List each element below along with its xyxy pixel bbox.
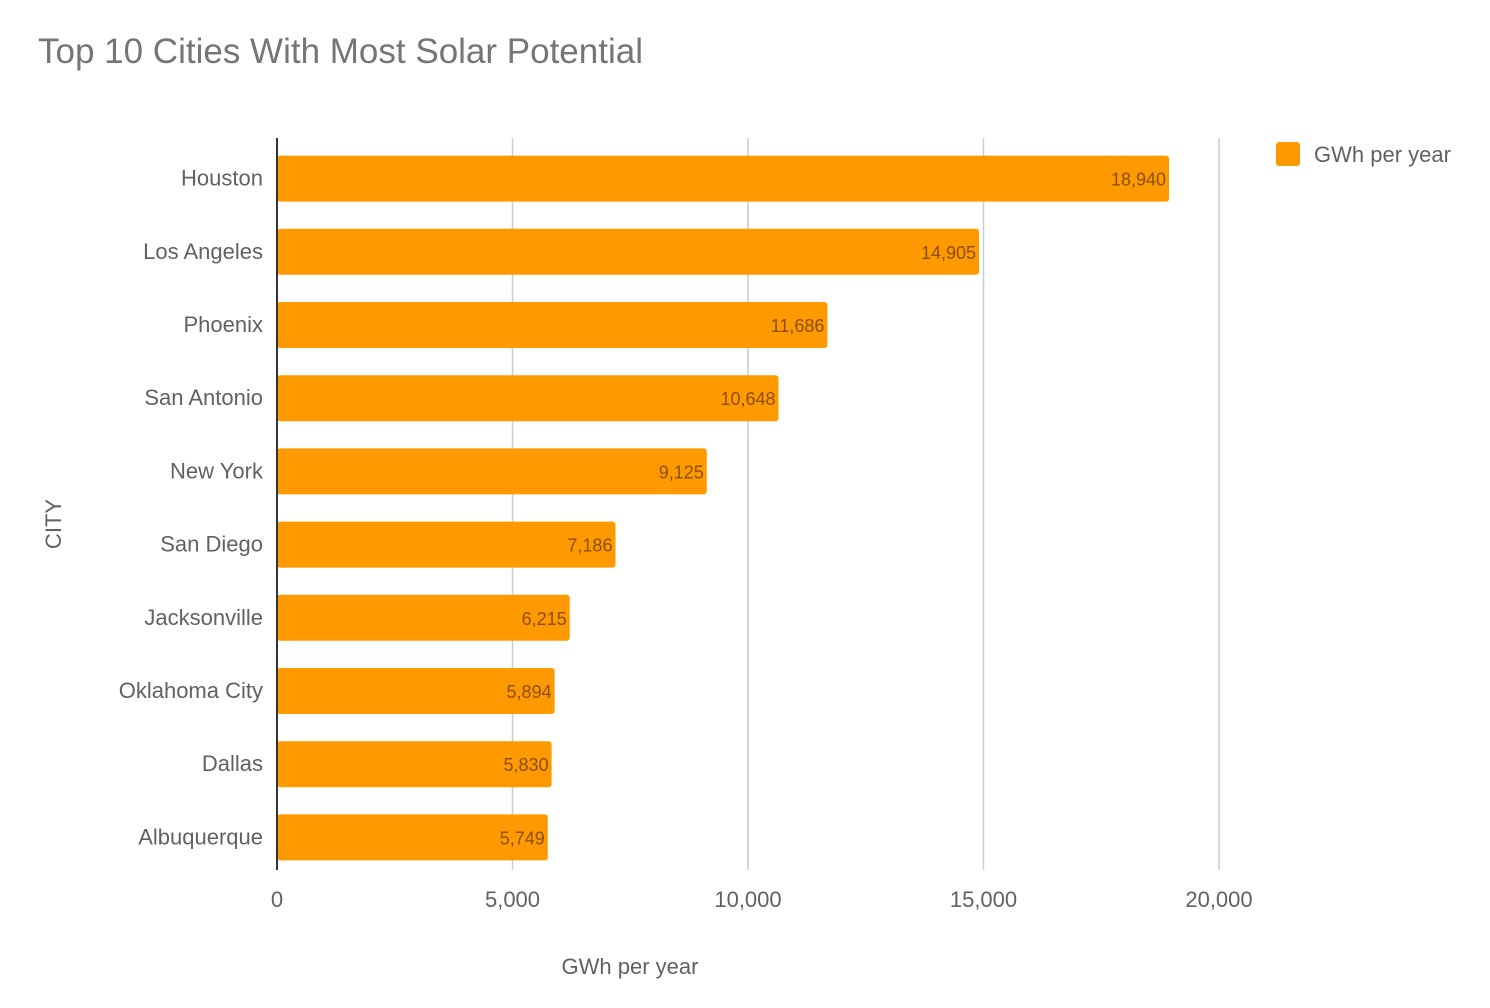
category-label: Jacksonville	[144, 605, 263, 630]
data-label: 14,905	[921, 243, 976, 263]
x-tick-labels: 0 5,000 10,000 15,000 20,000	[271, 887, 1253, 912]
bar	[277, 228, 980, 275]
bar	[277, 375, 779, 422]
category-label: San Diego	[160, 532, 263, 557]
bars: 18,940 14,905 11,686 10,648 9,125 7,186 6,215 5…	[277, 155, 1170, 861]
category-label: Oklahoma City	[119, 678, 263, 703]
category-label: Phoenix	[183, 312, 263, 337]
data-label: 5,894	[507, 682, 552, 702]
category-label: Houston	[181, 166, 263, 191]
data-label: 11,686	[771, 316, 825, 336]
category-label: San Antonio	[144, 385, 263, 410]
data-label: 9,125	[659, 462, 704, 482]
chart-title: Top 10 Cities With Most Solar Potential	[38, 32, 643, 71]
category-label: Albuquerque	[138, 824, 263, 849]
bar	[277, 741, 552, 788]
bar	[277, 594, 570, 641]
bar	[277, 668, 555, 714]
category-label: Los Angeles	[143, 239, 263, 264]
bar	[277, 448, 707, 495]
x-tick-label: 10,000	[714, 887, 781, 912]
bar	[277, 814, 548, 861]
x-tick-label: 5,000	[485, 887, 540, 912]
data-label: 6,215	[522, 609, 567, 629]
category-labels: Houston Los Angeles Phoenix San Antonio New …	[119, 166, 264, 850]
x-tick-label: 15,000	[950, 887, 1017, 912]
data-label: 18,940	[1111, 170, 1166, 190]
y-axis-title: CITY	[41, 499, 66, 549]
bar	[277, 155, 1170, 202]
legend: GWh per year	[1276, 142, 1451, 167]
category-label: New York	[170, 458, 264, 483]
data-label: 10,648	[720, 389, 775, 409]
x-tick-label: 0	[271, 887, 283, 912]
bar	[277, 302, 828, 348]
x-tick-label: 20,000	[1185, 887, 1252, 912]
bar	[277, 521, 616, 568]
legend-label: GWh per year	[1314, 142, 1451, 167]
legend-swatch	[1276, 142, 1300, 166]
data-label: 7,186	[567, 536, 612, 556]
data-label: 5,830	[504, 755, 549, 775]
data-label: 5,749	[500, 828, 545, 848]
x-axis-title: GWh per year	[562, 954, 699, 979]
category-label: Dallas	[202, 751, 263, 776]
